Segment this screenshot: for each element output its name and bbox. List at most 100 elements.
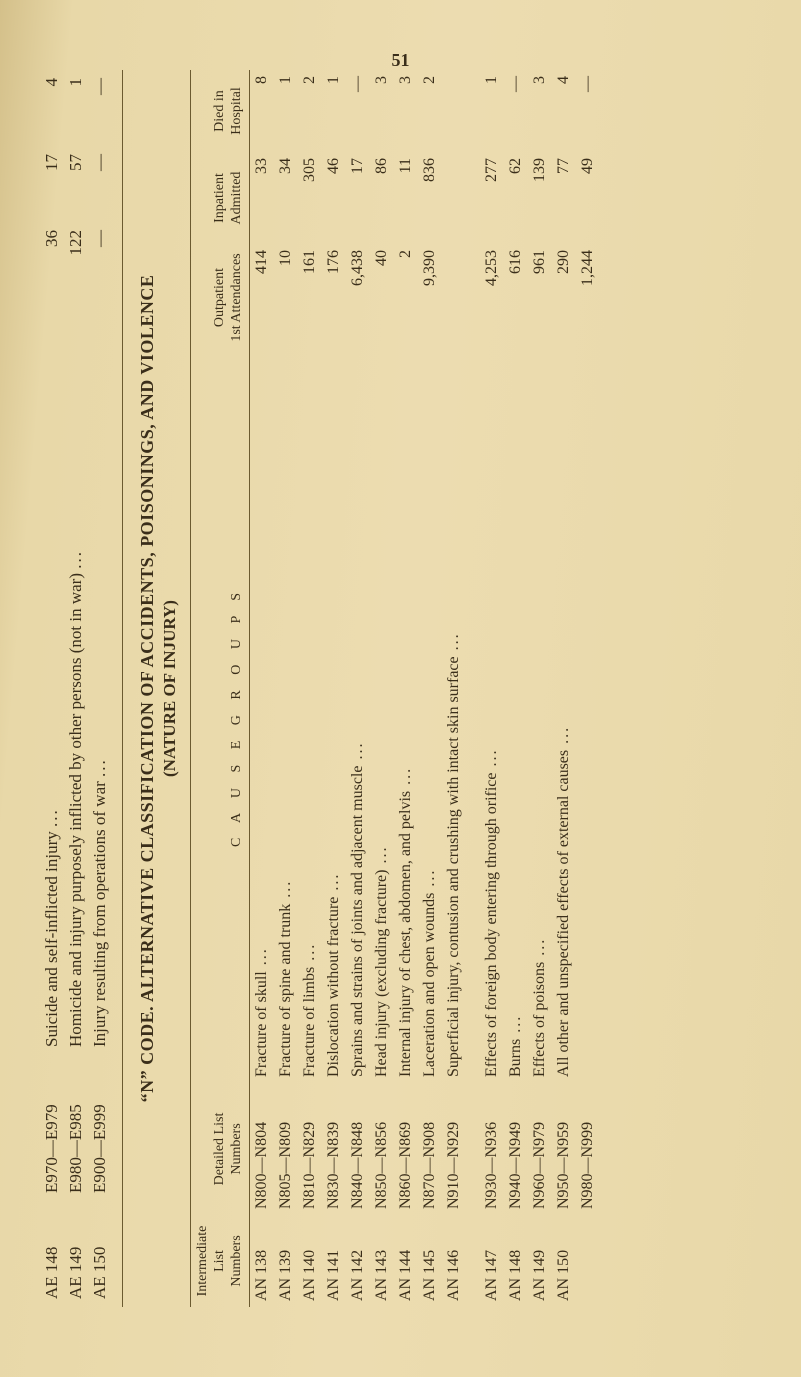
ae-row: AE 148E970—E979Suicide and self-inflicte…	[40, 70, 64, 1307]
cell-died: 4	[552, 70, 576, 152]
table-row: AN 140N810—N829Fracture of limbs ...1613…	[298, 70, 322, 1307]
cell-intermediate: AN 140	[298, 1215, 322, 1307]
cell-inpatient: 34	[274, 152, 298, 244]
cell-cause	[576, 351, 600, 1083]
cell-died: 3	[370, 70, 394, 152]
cell-outpatient: 161	[298, 244, 322, 351]
cell-intermediate: AN 149	[528, 1215, 552, 1307]
cell-died	[442, 70, 466, 152]
section-heading: “N” CODE. ALTERNATIVE CLASSIFICATION OF …	[137, 70, 158, 1307]
cell-detailed: N830—N839	[322, 1083, 346, 1215]
cell-inpatient: 77	[552, 152, 576, 244]
table-row: AN 143N850—N856Head injury (excluding fr…	[370, 70, 394, 1307]
ae-val-2: 57	[64, 146, 88, 222]
cell-outpatient: 40	[370, 244, 394, 351]
cell-detailed: N850—N856	[370, 1083, 394, 1215]
col-header-died: Died inHospital	[191, 70, 250, 152]
cell-cause: Fracture of skull ...	[250, 351, 275, 1083]
cell-inpatient: 11	[394, 152, 418, 244]
ae-code: AE 149	[64, 1201, 88, 1307]
ae-val-2: 17	[40, 146, 64, 222]
cell-detailed: N940—N949	[504, 1083, 528, 1215]
table-row: AN 148N940—N949Burns ...61662—	[504, 70, 528, 1307]
cell-inpatient: 33	[250, 152, 275, 244]
ae-val-1: 36	[40, 222, 64, 298]
cell-cause: Effects of foreign body entering through…	[480, 351, 504, 1083]
cell-inpatient: 86	[370, 152, 394, 244]
ae-val-2: —	[88, 146, 112, 222]
cell-detailed: N800—N804	[250, 1083, 275, 1215]
table-row: AN 146N910—N929Superficial injury, contu…	[442, 70, 466, 1307]
cell-intermediate: AN 147	[480, 1215, 504, 1307]
cell-outpatient: 176	[322, 244, 346, 351]
col-header-intermediate: IntermediateListNumbers	[191, 1215, 250, 1307]
cell-detailed: N950—N959	[552, 1083, 576, 1215]
cell-inpatient: 277	[480, 152, 504, 244]
cell-cause: Laceration and open wounds ...	[418, 351, 442, 1083]
cell-outpatient: 616	[504, 244, 528, 351]
ae-range: E970—E979	[40, 1055, 64, 1201]
ae-desc: Suicide and self-inflicted injury ...	[40, 298, 64, 1055]
ae-range: E980—E985	[64, 1055, 88, 1201]
cell-died: —	[346, 70, 370, 152]
cell-inpatient: 49	[576, 152, 600, 244]
cell-inpatient: 305	[298, 152, 322, 244]
ae-desc: Homicide and injury purposely inflicted …	[64, 298, 88, 1055]
cell-outpatient: 2	[394, 244, 418, 351]
cell-intermediate: AN 148	[504, 1215, 528, 1307]
cell-inpatient: 836	[418, 152, 442, 244]
table-row: AN 147N930—N936Effects of foreign body e…	[480, 70, 504, 1307]
cell-intermediate	[576, 1215, 600, 1307]
ae-val-1: —	[88, 222, 112, 298]
cell-detailed: N910—N929	[442, 1083, 466, 1215]
cell-outpatient: 414	[250, 244, 275, 351]
cell-outpatient: 6,438	[346, 244, 370, 351]
cell-outpatient: 4,253	[480, 244, 504, 351]
cell-cause: Superficial injury, contusion and crushi…	[442, 351, 466, 1083]
cell-cause: Sprains and strains of joints and adjace…	[346, 351, 370, 1083]
cell-inpatient	[442, 152, 466, 244]
col-header-cause: C A U S E G R O U P S	[191, 351, 250, 1083]
ae-row: AE 149E980—E985Homicide and injury purpo…	[64, 70, 88, 1307]
cell-cause: Dislocation without fracture ...	[322, 351, 346, 1083]
cell-intermediate: AN 145	[418, 1215, 442, 1307]
cell-died: 1	[480, 70, 504, 152]
cell-cause: All other and unspecified effects of ext…	[552, 351, 576, 1083]
cell-died: 2	[418, 70, 442, 152]
ae-table: AE 148E970—E979Suicide and self-inflicte…	[40, 70, 112, 1307]
cell-inpatient: 139	[528, 152, 552, 244]
cell-died: 8	[250, 70, 275, 152]
ae-val-3: 4	[40, 70, 64, 146]
cell-inpatient: 62	[504, 152, 528, 244]
table-row: AN 138N800—N804Fracture of skull ...4143…	[250, 70, 275, 1307]
cell-outpatient: 290	[552, 244, 576, 351]
col-header-detailed: Detailed ListNumbers	[191, 1083, 250, 1215]
cell-intermediate: AN 139	[274, 1215, 298, 1307]
cell-outpatient: 961	[528, 244, 552, 351]
cell-died: 1	[322, 70, 346, 152]
cell-died: 3	[394, 70, 418, 152]
col-header-inpatient: InpatientAdmitted	[191, 152, 250, 244]
cell-detailed: N860—N869	[394, 1083, 418, 1215]
section-subheading: (NATURE OF INJURY)	[160, 70, 180, 1307]
table-row: AN 149N960—N979Effects of poisons ...961…	[528, 70, 552, 1307]
separator-rule	[122, 70, 123, 1307]
ae-desc: Injury resulting from operations of war …	[88, 298, 112, 1055]
table-row: AN 141N830—N839Dislocation without fract…	[322, 70, 346, 1307]
cell-detailed: N840—N848	[346, 1083, 370, 1215]
table-row: AN 144N860—N869Internal injury of chest,…	[394, 70, 418, 1307]
cell-cause: Burns ...	[504, 351, 528, 1083]
table-row: AN 142N840—N848Sprains and strains of jo…	[346, 70, 370, 1307]
cell-detailed: N805—N809	[274, 1083, 298, 1215]
cell-intermediate: AN 138	[250, 1215, 275, 1307]
cell-outpatient: 1,244	[576, 244, 600, 351]
cell-intermediate: AN 142	[346, 1215, 370, 1307]
cell-cause: Fracture of limbs ...	[298, 351, 322, 1083]
cell-detailed: N960—N979	[528, 1083, 552, 1215]
cell-died: 3	[528, 70, 552, 152]
cell-detailed: N930—N936	[480, 1083, 504, 1215]
cell-died: —	[576, 70, 600, 152]
ae-range: E900—E999	[88, 1055, 112, 1201]
cell-died: 1	[274, 70, 298, 152]
cell-inpatient: 17	[346, 152, 370, 244]
